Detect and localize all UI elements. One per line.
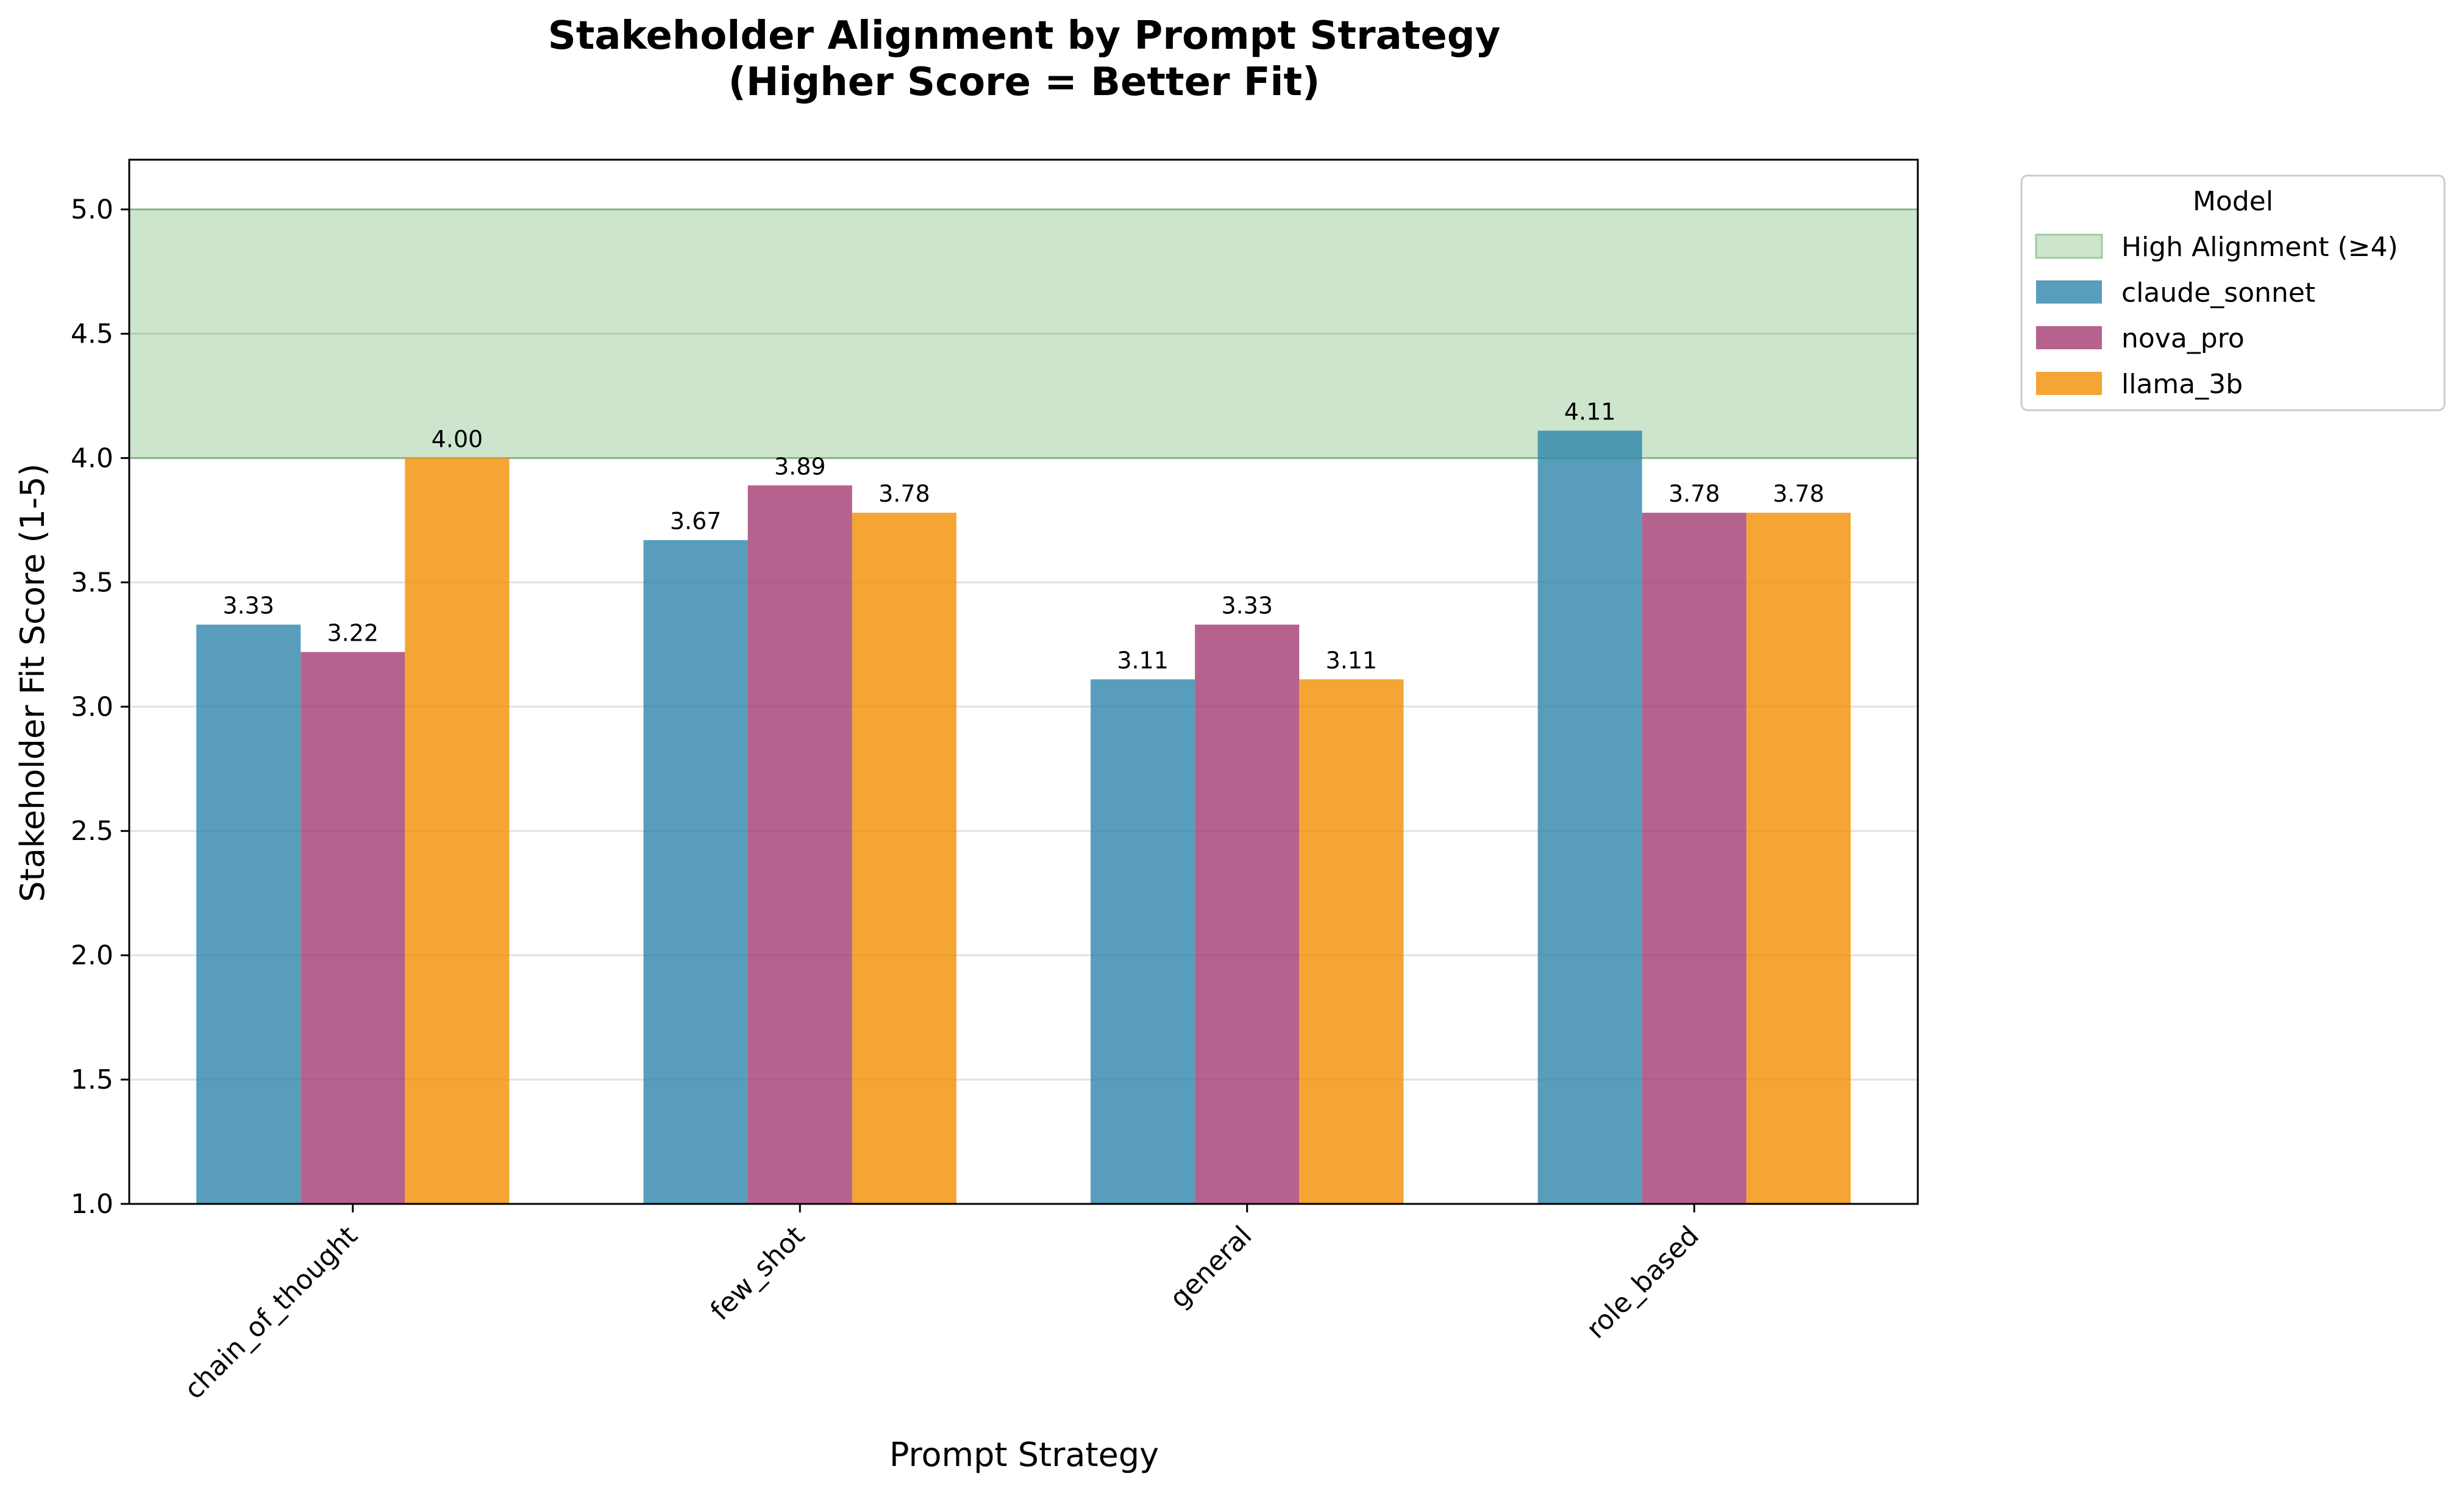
legend-label: High Alignment (≥4) bbox=[2121, 232, 2398, 263]
legend-label: llama_3b bbox=[2121, 369, 2243, 400]
high-alignment-band-layer bbox=[128, 208, 1919, 459]
bar-llama_3b-general bbox=[1299, 679, 1404, 1204]
y-tick-label: 2.5 bbox=[71, 816, 113, 847]
bar-nova_pro-role_based bbox=[1642, 513, 1747, 1204]
chart-title-line1: Stakeholder Alignment by Prompt Strategy bbox=[548, 13, 1501, 59]
y-tick-label: 3.0 bbox=[71, 691, 113, 722]
bar-llama_3b-role_based bbox=[1746, 513, 1851, 1204]
legend-label: nova_pro bbox=[2121, 323, 2245, 354]
y-ticks-layer: 1.0 1.5 2.0 2.5 3.0 3.5 4.0 4.5 5.0 bbox=[71, 194, 129, 1220]
legend-swatch bbox=[2036, 326, 2102, 349]
legend-title: Model bbox=[2193, 186, 2273, 217]
chart-title-line2: (Higher Score = Better Fit) bbox=[728, 60, 1320, 105]
bar-claude_sonnet-role_based bbox=[1537, 430, 1642, 1205]
bar-nova_pro-few_shot bbox=[747, 485, 852, 1204]
bars-layer bbox=[196, 430, 1851, 1205]
legend-swatch bbox=[2036, 280, 2102, 304]
x-tick-label: few_shot bbox=[705, 1220, 811, 1326]
bar-nova_pro-chain_of_thought bbox=[301, 652, 405, 1204]
y-tick-label: 1.5 bbox=[71, 1064, 113, 1095]
bar-llama_3b-few_shot bbox=[852, 513, 956, 1204]
x-tick-label: chain_of_thought bbox=[179, 1220, 364, 1406]
data-label-claude_sonnet-chain_of_thought: 3.33 bbox=[223, 592, 274, 619]
high-alignment-band bbox=[128, 208, 1919, 459]
legend: Model High Alignment (≥4) claude_sonnetno… bbox=[2020, 174, 2446, 411]
x-tick-label: general bbox=[1164, 1220, 1258, 1314]
data-label-nova_pro-chain_of_thought: 3.22 bbox=[327, 620, 379, 647]
y-tick-label: 1.0 bbox=[71, 1189, 113, 1220]
data-label-nova_pro-general: 3.33 bbox=[1221, 592, 1273, 619]
y-tick-label: 4.0 bbox=[71, 443, 113, 474]
legend-label: claude_sonnet bbox=[2121, 277, 2315, 308]
plot-frame bbox=[128, 158, 1919, 1205]
data-label-llama_3b-general: 3.11 bbox=[1326, 647, 1378, 674]
x-tick-label: role_based bbox=[1581, 1220, 1705, 1345]
y-tick-label: 3.5 bbox=[71, 567, 113, 598]
data-label-claude_sonnet-few_shot: 3.67 bbox=[670, 508, 722, 535]
data-labels-layer: 3.33 3.22 4.00 3.67 3.89 3.78 3.11 3.33 3.11 4.11… bbox=[223, 399, 1824, 674]
x-axis-label: Prompt Strategy bbox=[889, 1436, 1159, 1474]
y-axis-label: Stakeholder Fit Score (1-5) bbox=[13, 463, 52, 902]
y-tick-label: 2.0 bbox=[71, 940, 113, 971]
data-label-llama_3b-chain_of_thought: 4.00 bbox=[432, 425, 483, 452]
legend-frame bbox=[2020, 174, 2446, 411]
data-label-llama_3b-few_shot: 3.78 bbox=[878, 480, 930, 507]
bar-nova_pro-general bbox=[1195, 624, 1300, 1204]
y-tick-label: 4.5 bbox=[71, 319, 113, 350]
data-label-llama_3b-role_based: 3.78 bbox=[1773, 480, 1825, 507]
legend-items: High Alignment (≥4) claude_sonnet nova_pro… bbox=[2035, 232, 2398, 400]
y-tick-label: 5.0 bbox=[71, 194, 113, 226]
bar-claude_sonnet-few_shot bbox=[643, 540, 748, 1204]
bar-claude_sonnet-chain_of_thought bbox=[196, 624, 301, 1204]
bar-claude_sonnet-general bbox=[1091, 679, 1195, 1204]
data-label-claude_sonnet-role_based: 4.11 bbox=[1564, 399, 1616, 425]
data-label-claude_sonnet-general: 3.11 bbox=[1117, 647, 1169, 674]
data-label-nova_pro-role_based: 3.78 bbox=[1668, 480, 1720, 507]
data-label-nova_pro-few_shot: 3.89 bbox=[774, 453, 826, 480]
x-ticks-layer: chain_of_thought few_shot general role_base… bbox=[179, 1204, 1705, 1405]
legend-swatch bbox=[2036, 372, 2102, 395]
legend-swatch bbox=[2035, 233, 2103, 259]
bar-llama_3b-chain_of_thought bbox=[405, 458, 510, 1204]
